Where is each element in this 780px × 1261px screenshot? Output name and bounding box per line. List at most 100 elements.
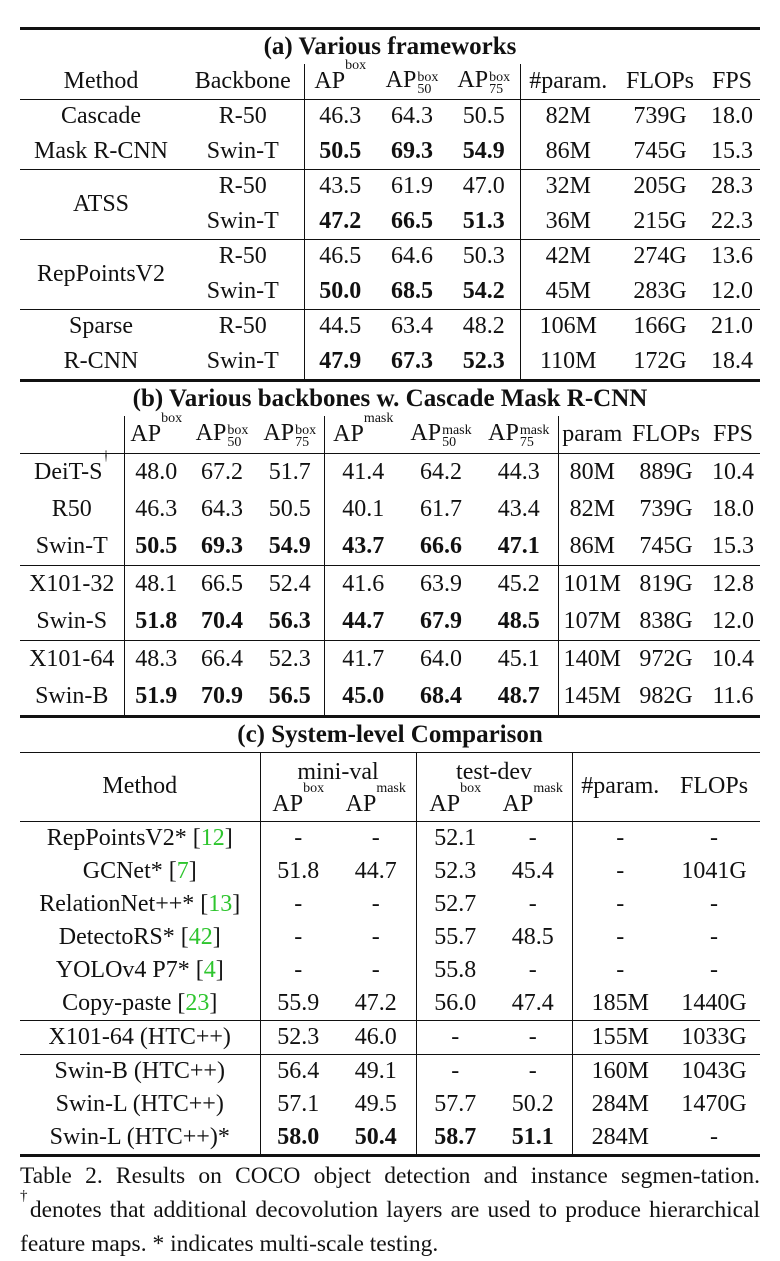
table-a-header: Method Backbone APbox AP box 50 AP box 75 #p… xyxy=(20,57,760,99)
header-ap50-mask: AP mask 50 xyxy=(410,419,472,450)
cell-backbone: Swin-T xyxy=(182,134,305,169)
cell-value: 50.5 xyxy=(256,490,325,528)
cell-value: 82M xyxy=(569,495,615,522)
table-row: RepPointsV2 R-50 46.5 64.6 50.3 42M 274G 13.6 xyxy=(20,239,760,287)
cell-value: 48.1 xyxy=(135,570,178,597)
cell-value: 51.1 xyxy=(494,1120,573,1154)
cell-value: 55.7 xyxy=(434,923,477,950)
cell-value: 51.9 xyxy=(135,682,178,709)
header-ap50-box: AP box 50 xyxy=(385,66,439,97)
cell-value: 66.4 xyxy=(201,645,243,672)
cell-value: 43.7 xyxy=(342,532,385,559)
cell-value: 48.0 xyxy=(135,458,178,485)
cell-value: 67.2 xyxy=(201,458,243,485)
cell-value: 45.4 xyxy=(494,854,573,888)
cell-value: 51.7 xyxy=(256,453,325,491)
cell-value: 101M xyxy=(563,570,621,597)
citation-link[interactable]: 12 xyxy=(200,824,225,851)
method-cell: YOLOv4 P7* [4] xyxy=(20,953,261,987)
cell-value: 52.4 xyxy=(256,565,325,603)
table-row: Swin-T 50.0 68.5 54.2 45M 283G 12.0 xyxy=(20,274,760,309)
cell-value: 48.5 xyxy=(480,602,559,640)
cell-value: 46.0 xyxy=(336,1020,417,1054)
cell-value: 66.5 xyxy=(201,570,243,597)
cell-value: 50.2 xyxy=(494,1087,573,1121)
cell-ap50: 66.5 xyxy=(391,207,433,234)
cell-ap: 47.9 xyxy=(319,347,362,374)
header-backbone: Backbone xyxy=(182,64,305,99)
cell-fps: 18.0 xyxy=(711,103,753,130)
cell-value: - xyxy=(710,890,719,917)
cell-value: 11.6 xyxy=(712,682,754,709)
cell-value: 64.3 xyxy=(201,495,243,522)
backbone-cell: R50 xyxy=(20,490,125,528)
cell-flops: 274G xyxy=(633,243,687,270)
table-row: X101-64 48.3 66.4 52.3 41.7 64.0 45.1 140M 972G 1… xyxy=(20,640,760,678)
cell-ap: 46.5 xyxy=(319,243,362,270)
cell-ap75: 50.3 xyxy=(448,239,521,274)
cell-value: - xyxy=(494,953,573,987)
header-flops: FLOPs xyxy=(625,67,695,94)
table-b: APbox AP box 50 AP box 75 APmask AP mask 50 AP… xyxy=(20,410,760,715)
cell-value: 140M xyxy=(563,645,621,672)
backbone-cell: X101-64 xyxy=(20,640,125,678)
header-method: Method xyxy=(20,752,261,821)
header-flops: FLOPs xyxy=(631,420,701,447)
cell-param: 36M xyxy=(545,207,591,234)
table-row: Swin-B (HTC++) 56.4 49.1- -160M 1043G xyxy=(20,1054,761,1088)
header-blank xyxy=(20,415,125,453)
header-testdev-ap-mask: APmask xyxy=(494,781,573,821)
cell-ap75: 50.5 xyxy=(448,99,521,134)
cell-ap75: 51.3 xyxy=(448,204,521,239)
cell-value: 284M xyxy=(591,1123,649,1150)
table-row: RelationNet++* [13] - -52.7- - - xyxy=(20,887,760,921)
cell-value: - xyxy=(616,890,625,917)
cell-value: - xyxy=(616,824,625,851)
cell-value: 47.2 xyxy=(336,986,417,1020)
cell-ap75: 52.3 xyxy=(448,344,521,379)
cell-param: 45M xyxy=(545,277,591,304)
cell-backbone: R-50 xyxy=(182,99,305,134)
cell-value: - xyxy=(294,923,303,950)
cell-value: 52.3 xyxy=(277,1023,320,1050)
cell-value: 64.0 xyxy=(420,645,462,672)
method-cell: Copy-paste [23] xyxy=(20,986,261,1020)
cell-value: - xyxy=(494,887,573,921)
cell-fps: 22.3 xyxy=(711,207,753,234)
citation-link[interactable]: 42 xyxy=(188,923,213,950)
cell-ap50: 69.3 xyxy=(391,137,433,164)
cell-value: 45.2 xyxy=(480,565,559,603)
citation-link[interactable]: 4 xyxy=(203,956,216,983)
cell-value: - xyxy=(336,920,417,954)
table-figure: (a) Various frameworks Method Backbone A… xyxy=(20,0,761,1261)
cell-value: 44.3 xyxy=(480,453,559,491)
header-ap75-box: AP box 75 xyxy=(448,64,521,99)
method-cell: RepPointsV2* [12] xyxy=(20,821,261,855)
table-row: Swin-L (HTC++) 57.1 49.5 57.7 50.2 284M 1470G xyxy=(20,1087,760,1121)
cell-value: 52.7 xyxy=(434,890,477,917)
table-row: Swin-L (HTC++)* 58.0 50.4 58.7 51.1 284M - xyxy=(20,1120,760,1154)
cell-ap50: 64.6 xyxy=(391,243,433,270)
citation-link[interactable]: 23 xyxy=(185,989,210,1016)
header-ap75-box: AP box 75 xyxy=(256,415,325,453)
table-c: Method mini-val test-dev #param. FLOPs A… xyxy=(20,752,761,1154)
header-ap-box: APbox xyxy=(314,57,367,94)
cell-value: 10.4 xyxy=(712,458,754,485)
cell-value: 46.3 xyxy=(135,495,178,522)
citation-link[interactable]: 13 xyxy=(208,890,233,917)
cell-flops: 283G xyxy=(633,277,687,304)
cell-value: 63.9 xyxy=(420,570,462,597)
header-ap-mask: APmask xyxy=(333,410,394,447)
table-a: Method Backbone APbox AP box 50 AP box 75 #p… xyxy=(20,57,760,379)
table-b-header: APbox AP box 50 AP box 75 APmask AP mask 50 AP… xyxy=(20,410,760,453)
cell-value: 49.1 xyxy=(336,1054,417,1088)
citation-link[interactable]: 7 xyxy=(176,857,189,884)
cell-value: 160M xyxy=(591,1057,649,1084)
cell-value: 80M xyxy=(569,458,615,485)
cell-value: 284M xyxy=(591,1090,649,1117)
cell-value: 838G xyxy=(639,607,693,634)
cell-value: 56.4 xyxy=(277,1057,320,1084)
method-cell: GCNet* [7] xyxy=(20,854,261,888)
cell-value: - xyxy=(494,821,573,855)
cell-value: 12.0 xyxy=(712,607,754,634)
